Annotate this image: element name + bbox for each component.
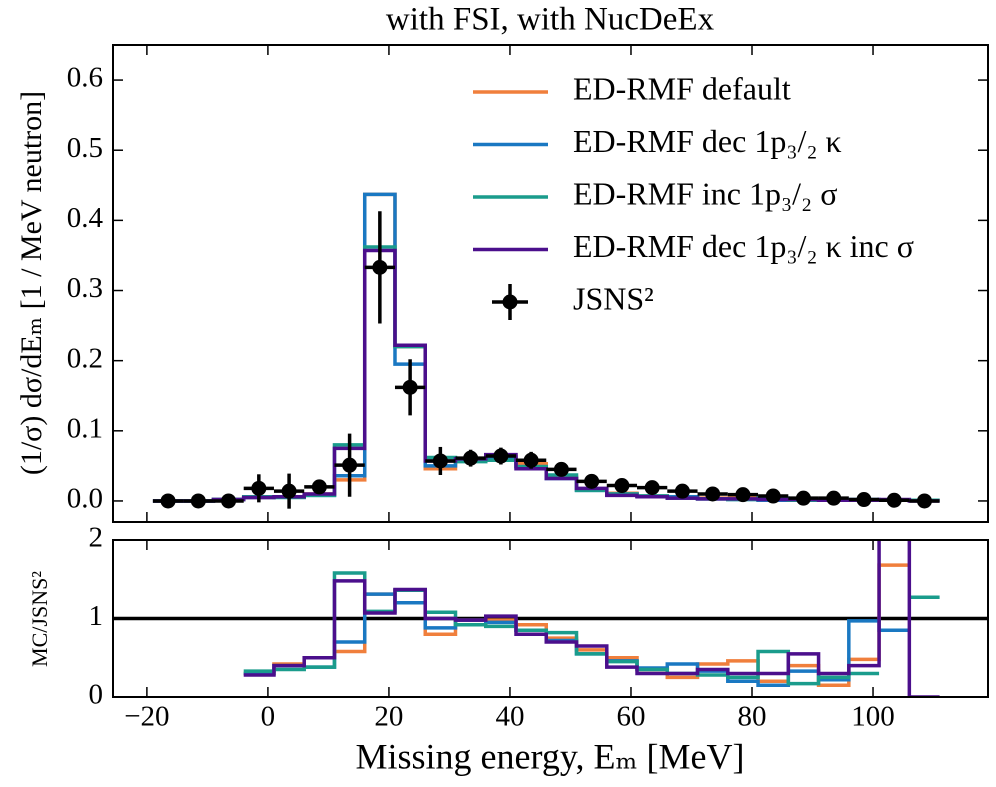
y-tick-label: 0.6 [67,62,103,94]
data-point [644,480,660,496]
y-axis-label: MC/JSNS² [27,571,52,667]
plot-area [113,540,988,697]
data-point [584,473,600,489]
data-point [553,461,569,477]
data-point [523,452,539,468]
data-point [856,492,872,508]
histogram-step [243,563,910,687]
data-point [705,486,721,502]
x-tick-label: 60 [616,701,645,733]
data-point [735,487,751,503]
legend-label: ED-RMF dec 1p₃/₂ κ [573,123,842,159]
plot-area [152,192,940,509]
legend-swatch [502,294,518,310]
x-tick-label: −20 [124,701,169,733]
x-tick-label: 80 [738,701,767,733]
x-tick-label: 40 [495,701,524,733]
data-point [463,450,479,466]
legend-label: ED-RMF dec 1p₃/₂ κ inc σ [573,228,914,264]
histogram-step [243,571,940,686]
chart-title: with FSI, with NucDeEx [386,2,715,38]
data-point [493,448,509,464]
data-point [674,483,690,499]
y-tick-label: 0.2 [67,342,103,374]
x-tick-label: 0 [261,701,276,733]
x-tick-label: 100 [851,701,895,733]
data-point [311,479,327,495]
y-tick-label: 2 [89,522,104,554]
y-tick-label: 0.0 [67,483,103,515]
histogram-step [243,540,940,697]
data-point [160,493,176,509]
axes-frame [112,44,989,523]
data-point [342,457,358,473]
data-point [795,490,811,506]
y-axis-label: (1/σ) dσ/dEₘ [1 / MeV neutron] [15,91,48,475]
data-point [765,488,781,504]
y-tick-label: 1 [89,600,104,632]
axes-frame [112,539,989,698]
y-tick-label: 0.5 [67,132,103,164]
data-point [432,453,448,469]
data-point [251,480,267,496]
data-point [281,483,297,499]
y-tick-label: 0.4 [67,202,104,234]
y-tick-label: 0 [89,679,104,711]
legend-label: ED-RMF inc 1p₃/₂ σ [573,175,837,211]
data-point [614,478,630,494]
legend-label: ED-RMF default [573,70,791,106]
x-tick-label: 20 [374,701,403,733]
data-point [826,490,842,506]
y-tick-label: 0.1 [67,412,103,444]
y-tick-label: 0.3 [67,272,103,304]
legend-label: JSNS² [573,280,654,316]
data-point [886,492,902,508]
data-point [372,259,388,275]
data-point [916,493,932,509]
data-point [190,493,206,509]
x-axis-label: Missing energy, Eₘ [MeV] [355,736,744,776]
data-point [402,379,418,395]
data-point [221,493,237,509]
